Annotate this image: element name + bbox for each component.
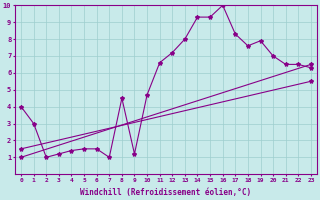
X-axis label: Windchill (Refroidissement éolien,°C): Windchill (Refroidissement éolien,°C) [80, 188, 252, 197]
